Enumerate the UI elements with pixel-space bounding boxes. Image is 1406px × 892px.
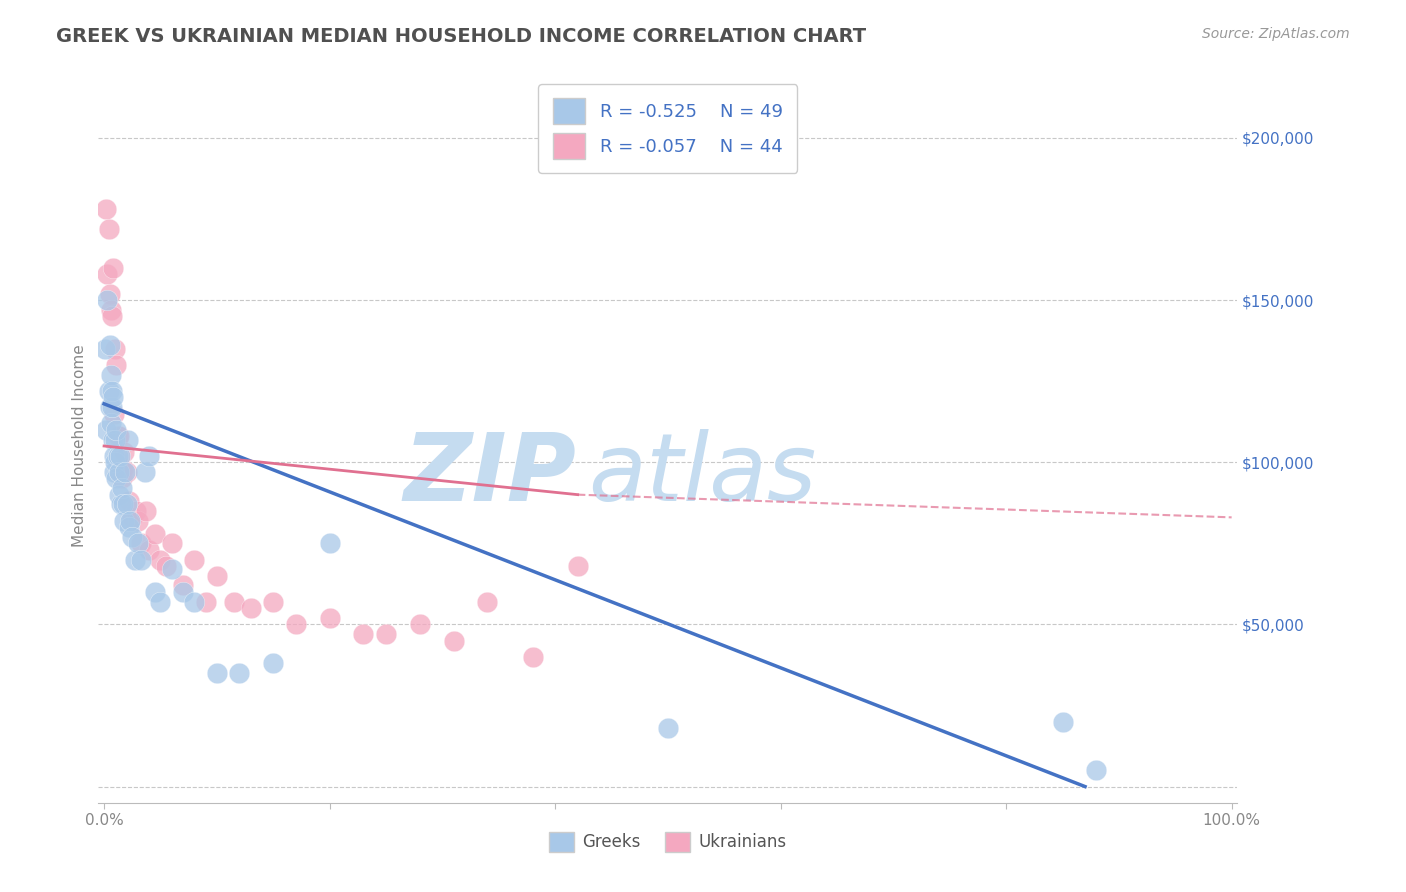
Point: [138, 542, 160, 557]
Point: [127, 514, 149, 528]
Point: [262, 657, 284, 671]
Point: [118, 494, 141, 508]
Point: [96, 423, 118, 437]
Point: [127, 536, 149, 550]
Point: [105, 471, 128, 485]
Legend: Greeks, Ukrainians: Greeks, Ukrainians: [543, 825, 793, 859]
Point: [228, 666, 250, 681]
Point: [107, 429, 129, 443]
Point: [284, 617, 307, 632]
Point: [1052, 714, 1074, 729]
Point: [149, 595, 172, 609]
Point: [96, 202, 118, 217]
Point: [657, 721, 679, 735]
Point: [103, 407, 125, 421]
Point: [135, 504, 157, 518]
Point: [118, 520, 141, 534]
Point: [112, 514, 135, 528]
Point: [443, 633, 465, 648]
Point: [103, 465, 125, 479]
Point: [97, 221, 120, 235]
Point: [104, 433, 127, 447]
Point: [112, 497, 135, 511]
Point: [115, 465, 138, 479]
Text: ZIP: ZIP: [404, 428, 576, 521]
Point: [477, 595, 499, 609]
Point: [101, 400, 124, 414]
Point: [104, 455, 127, 469]
Point: [118, 514, 141, 528]
Point: [318, 536, 340, 550]
Point: [100, 417, 122, 431]
Point: [318, 611, 340, 625]
Point: [98, 338, 121, 352]
Point: [124, 504, 146, 518]
Point: [172, 578, 194, 592]
Point: [160, 562, 183, 576]
Point: [107, 488, 129, 502]
Point: [94, 342, 117, 356]
Point: [239, 601, 262, 615]
Point: [100, 302, 122, 317]
Point: [103, 449, 125, 463]
Point: [112, 461, 135, 475]
Point: [110, 461, 132, 475]
Point: [160, 536, 183, 550]
Point: [100, 368, 122, 382]
Point: [138, 449, 160, 463]
Point: [101, 433, 124, 447]
Point: [409, 617, 432, 632]
Point: [134, 465, 156, 479]
Point: [96, 293, 118, 307]
Point: [1085, 764, 1108, 778]
Point: [112, 445, 135, 459]
Point: [105, 358, 128, 372]
Point: [143, 585, 166, 599]
Point: [194, 595, 217, 609]
Point: [222, 595, 245, 609]
Point: [129, 536, 152, 550]
Point: [97, 384, 120, 398]
Point: [96, 267, 118, 281]
Point: [121, 530, 143, 544]
Point: [98, 286, 121, 301]
Point: [117, 433, 139, 447]
Point: [101, 310, 124, 324]
Point: [108, 449, 131, 463]
Point: [262, 595, 284, 609]
Point: [205, 666, 228, 681]
Point: [567, 559, 589, 574]
Point: [114, 465, 136, 479]
Text: Source: ZipAtlas.com: Source: ZipAtlas.com: [1202, 27, 1350, 41]
Point: [124, 552, 146, 566]
Point: [107, 449, 129, 463]
Point: [115, 497, 138, 511]
Point: [110, 497, 132, 511]
Point: [107, 465, 129, 479]
Point: [155, 559, 177, 574]
Point: [522, 649, 544, 664]
Text: GREEK VS UKRAINIAN MEDIAN HOUSEHOLD INCOME CORRELATION CHART: GREEK VS UKRAINIAN MEDIAN HOUSEHOLD INCO…: [56, 27, 866, 45]
Point: [111, 471, 134, 485]
Point: [149, 552, 172, 566]
Point: [121, 510, 143, 524]
Point: [143, 526, 166, 541]
Point: [183, 595, 205, 609]
Point: [111, 481, 134, 495]
Y-axis label: Median Household Income: Median Household Income: [72, 344, 87, 548]
Point: [105, 423, 128, 437]
Point: [101, 260, 124, 275]
Point: [104, 342, 127, 356]
Text: atlas: atlas: [588, 429, 817, 520]
Point: [98, 400, 121, 414]
Point: [101, 384, 124, 398]
Point: [375, 627, 398, 641]
Point: [172, 585, 194, 599]
Point: [352, 627, 374, 641]
Point: [205, 568, 228, 582]
Point: [107, 429, 129, 443]
Point: [183, 552, 205, 566]
Point: [129, 552, 152, 566]
Point: [101, 390, 124, 404]
